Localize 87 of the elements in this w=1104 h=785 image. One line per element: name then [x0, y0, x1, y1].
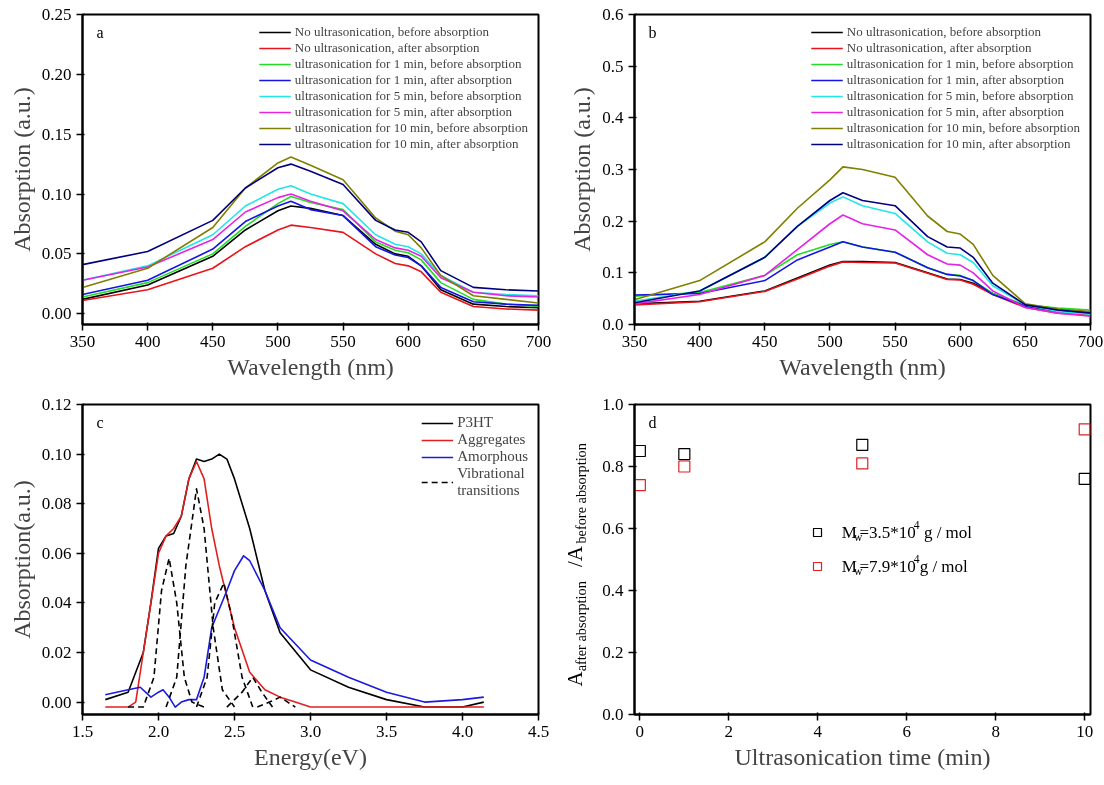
x-tick-label: 2: [724, 721, 734, 741]
legend-label: Aggregates: [457, 431, 526, 448]
legend-label: No ultrasonication, before absorption: [294, 24, 489, 40]
legend-label: Vibrational transitions: [457, 465, 525, 499]
y-tick-label: 1.0: [602, 395, 624, 414]
y-tick-label: 0.10: [41, 184, 72, 204]
y-tick-label: 0.5: [602, 56, 624, 76]
x-tick-label: 450: [200, 331, 226, 351]
annotation: a: [96, 23, 104, 41]
x-tick-label: 650: [1012, 331, 1039, 351]
legend-label: ultrasonication for 10 min, after absorption: [846, 136, 1071, 152]
x-tick-label: 700: [525, 331, 552, 351]
x-tick-label: 3.5: [375, 721, 398, 741]
x-tick-label: 450: [752, 331, 778, 351]
y-tick-label: 0.08: [41, 494, 72, 514]
y-tick-label: 0.00: [41, 304, 72, 324]
y-axis-title: Absorption(a.u.): [8, 480, 35, 639]
x-tick-label: 650: [460, 331, 487, 351]
x-tick-label: 350: [69, 331, 96, 351]
x-tick-label: 1.5: [71, 721, 94, 741]
x-tick-label: 400: [686, 331, 713, 351]
legend-label: No ultrasonication, after absorption: [846, 40, 1032, 56]
legend-label: ultrasonication for 5 min, before absorption: [846, 88, 1074, 104]
y-tick-label: 0.3: [602, 160, 624, 179]
x-axis-title: Wavelength (nm): [227, 353, 394, 380]
y-tick-label: 0.0: [602, 315, 624, 334]
x-tick-label: 8: [991, 721, 1000, 741]
legend-label: No ultrasonication, before absorption: [846, 24, 1041, 40]
x-tick-label: 550: [882, 331, 908, 351]
legend-label: P3HT: [457, 414, 493, 431]
x-axis-title: Wavelength (nm): [779, 353, 946, 380]
x-tick-label: 2.0: [147, 721, 170, 741]
y-tick-label: 0.10: [41, 444, 72, 464]
y-tick-label: 0.1: [602, 263, 624, 283]
annotation: b: [648, 23, 657, 41]
x-tick-label: 600: [947, 331, 973, 351]
x-tick-label: 4: [813, 721, 823, 741]
legend-label: ultrasonication for 10 min, before absorption: [294, 120, 528, 136]
x-tick-label: 4.0: [451, 721, 474, 741]
legend-label: ultrasonication for 1 min, after absorption: [294, 72, 513, 88]
y-tick-label: 0.8: [602, 457, 624, 476]
y-tick-label: 0.25: [41, 5, 72, 24]
y-axis-title: Aafter absorption/Abefore absorption: [562, 443, 590, 687]
y-tick-label: 0.04: [41, 593, 72, 613]
legend-label: ultrasonication for 10 min, after absorption: [294, 136, 519, 152]
legend-label: ultrasonication for 5 min, after absorption: [846, 104, 1065, 120]
annotation: d: [648, 413, 657, 431]
y-tick-label: 0.02: [41, 643, 72, 662]
legend-label: ultrasonication for 5 min, before absorption: [294, 88, 522, 104]
legend-label: ultrasonication for 1 min, before absorption: [846, 56, 1074, 72]
legend-label: ultrasonication for 1 min, after absorption: [846, 72, 1065, 88]
y-tick-label: 0.12: [41, 395, 72, 414]
x-tick-label: 400: [134, 331, 161, 351]
x-tick-label: 500: [265, 331, 291, 351]
x-axis-title: Energy(eV): [254, 743, 367, 770]
y-tick-label: 0.6: [602, 5, 624, 24]
legend-label: Amorphous: [457, 448, 528, 465]
y-tick-label: 0.4: [602, 108, 624, 128]
annotation: c: [96, 413, 104, 431]
y-tick-label: 0.06: [41, 543, 72, 563]
legend-label: ultrasonication for 5 min, after absorption: [294, 104, 513, 120]
y-axis-title: Absorption (a.u.): [569, 87, 596, 252]
x-tick-label: 550: [330, 331, 356, 351]
y-tick-label: 0.00: [41, 692, 72, 712]
x-tick-label: 500: [817, 331, 843, 351]
x-tick-label: 10: [1076, 721, 1094, 741]
y-tick-label: 0.0: [602, 705, 624, 724]
y-tick-label: 0.05: [41, 244, 72, 264]
x-tick-label: 3.0: [299, 721, 322, 741]
x-tick-label: 700: [1077, 331, 1104, 351]
y-axis-title: Absorption (a.u.): [8, 87, 35, 252]
x-tick-label: 350: [621, 331, 648, 351]
y-tick-label: 0.20: [41, 64, 72, 84]
y-tick-label: 0.2: [602, 643, 624, 662]
y-tick-label: 0.4: [602, 581, 624, 600]
x-tick-label: 600: [395, 331, 421, 351]
legend-label: ultrasonication for 10 min, before absorption: [846, 120, 1080, 136]
y-tick-label: 0.15: [41, 124, 72, 144]
x-tick-label: 4.5: [527, 721, 550, 741]
x-tick-label: 0: [635, 721, 645, 741]
y-tick-label: 0.6: [602, 519, 624, 538]
legend-label: ultrasonication for 1 min, before absorption: [294, 56, 522, 72]
x-tick-label: 6: [902, 721, 912, 741]
x-tick-label: 2.5: [223, 721, 246, 741]
y-tick-label: 0.2: [602, 211, 624, 231]
x-axis-title: Ultrasonication time (min): [734, 743, 991, 770]
legend-label: No ultrasonication, after absorption: [294, 40, 480, 56]
